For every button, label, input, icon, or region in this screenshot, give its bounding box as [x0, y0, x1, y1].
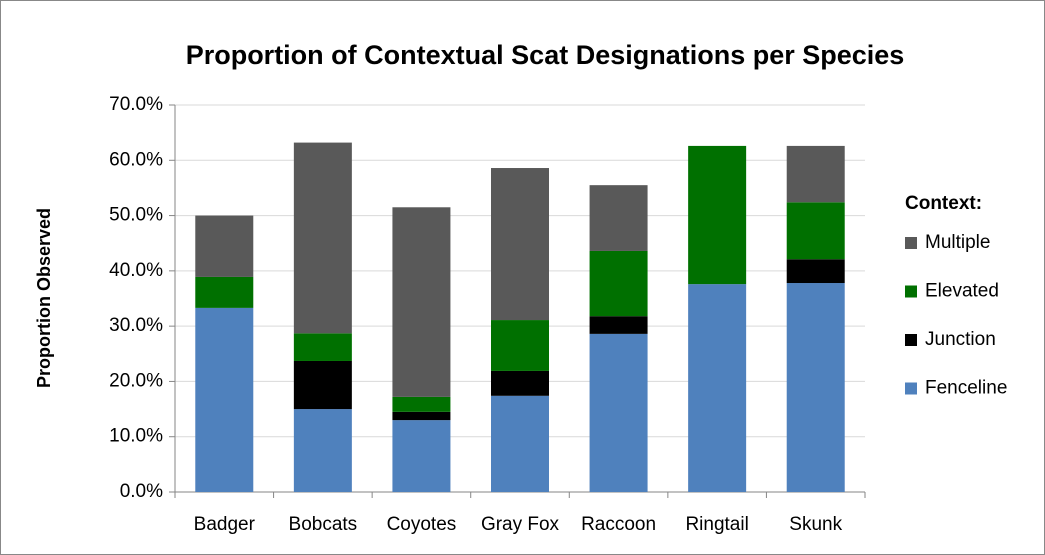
bar-segment [392, 420, 451, 492]
y-tick-label: 50.0% [109, 205, 163, 226]
bar-segment [195, 215, 254, 277]
legend-label: Junction [925, 329, 996, 350]
x-tick-label: Bobcats [289, 514, 358, 535]
bar-segment [786, 283, 845, 492]
legend-label: Elevated [925, 281, 999, 302]
bar-segment [293, 142, 352, 334]
bar-segment [786, 145, 845, 203]
x-tick-label: Coyotes [387, 514, 457, 535]
x-tick-label: Gray Fox [481, 514, 560, 535]
bar-segment [195, 276, 254, 308]
bar-segment [589, 185, 648, 251]
bar-segment [491, 168, 549, 321]
chart-title: Proportion of Contextual Scat Designatio… [186, 40, 905, 70]
y-tick-label: 30.0% [109, 315, 163, 336]
bar-segment [491, 320, 549, 371]
x-tick-label: Badger [194, 514, 256, 535]
x-tick-label: Raccoon [581, 514, 656, 535]
bar-segment [293, 333, 352, 361]
legend-label: Fenceline [925, 378, 1007, 399]
y-tick-label: 20.0% [109, 370, 163, 391]
y-tick-label: 70.0% [109, 94, 163, 115]
legend-swatch [905, 237, 917, 249]
bar-segment [392, 411, 451, 421]
bar-segment [589, 333, 648, 492]
legend-title: Context: [905, 193, 982, 214]
x-tick-label: Skunk [789, 514, 842, 535]
bar-segment [293, 409, 352, 492]
bar-segment [589, 250, 648, 317]
y-tick-label: 10.0% [109, 426, 163, 447]
bar-segment [589, 316, 648, 334]
legend-swatch [905, 334, 917, 346]
bar-segment [392, 207, 451, 397]
bar-segment [392, 396, 451, 412]
y-tick-label: 0.0% [120, 481, 163, 502]
legend-swatch [905, 285, 917, 298]
bar-segment [688, 284, 747, 492]
bar-segment [688, 145, 747, 285]
bar-segment [195, 307, 254, 492]
y-tick-label: 60.0% [109, 149, 163, 170]
x-tick-label: Ringtail [685, 514, 748, 535]
bar-segment [786, 202, 845, 260]
legend-swatch [905, 382, 917, 395]
bar-segment [491, 370, 549, 396]
y-tick-label: 40.0% [109, 260, 163, 281]
y-axis-label: Proportion Observed [34, 208, 54, 388]
legend-label: Multiple [925, 232, 990, 253]
bar-segment [786, 259, 845, 284]
bar-segment [491, 395, 549, 492]
bar-segment [293, 360, 352, 410]
